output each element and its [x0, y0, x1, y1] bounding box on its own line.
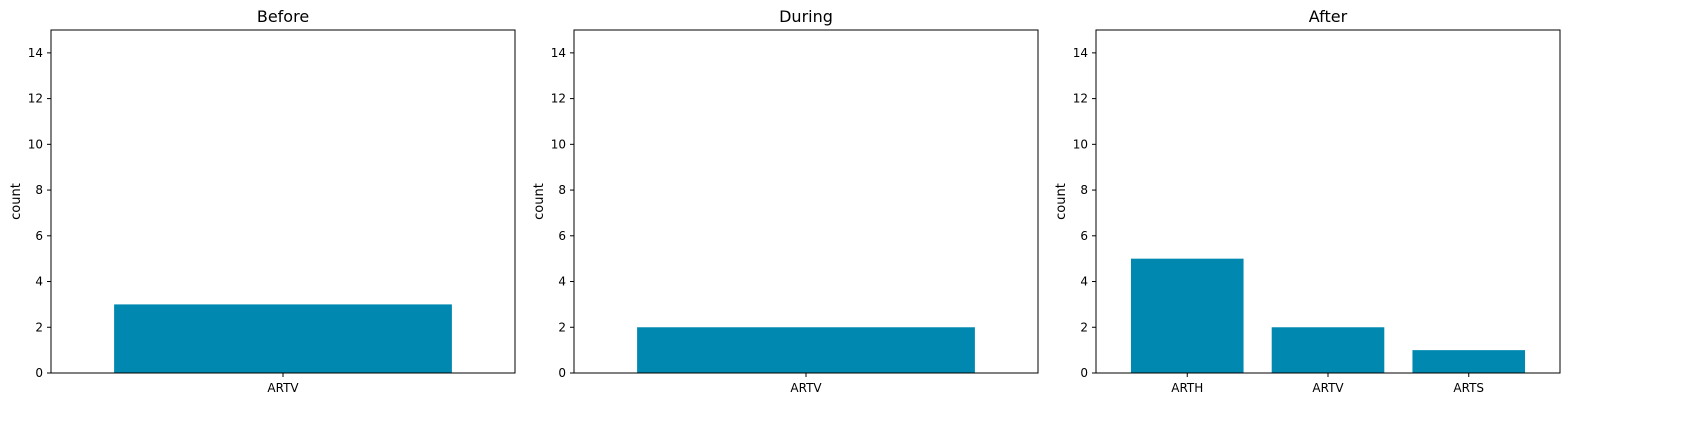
y-tick-label: 12 [28, 92, 43, 106]
y-axis-label: count [9, 183, 24, 220]
y-tick-label: 2 [1080, 320, 1088, 334]
x-tick-label: ARTH [1171, 381, 1203, 395]
bars [114, 304, 452, 373]
bar-artv [114, 304, 452, 373]
x-tick-label: ARTV [1312, 381, 1344, 395]
bars [1130, 258, 1526, 373]
y-tick-label: 4 [35, 275, 43, 289]
y-tick-label: 12 [551, 92, 566, 106]
y-tick-label: 6 [35, 229, 43, 243]
subplot-after: After count 0 2 4 6 8 10 12 14 ARTH ARTV ARTS [1054, 7, 1561, 395]
y-ticks: 0 2 4 6 8 10 12 14 [1073, 46, 1096, 380]
y-ticks: 0 2 4 6 8 10 12 14 [551, 46, 574, 380]
bar-artv [1271, 327, 1385, 373]
x-ticks: ARTV [267, 373, 299, 395]
subplot-title: During [779, 7, 833, 26]
bar-arth [1130, 258, 1244, 373]
y-tick-label: 12 [1073, 92, 1088, 106]
axes-frame [1095, 29, 1561, 374]
y-tick-label: 0 [558, 366, 566, 380]
y-tick-label: 0 [1080, 366, 1088, 380]
y-tick-label: 10 [551, 137, 566, 151]
y-tick-label: 10 [1073, 137, 1088, 151]
y-tick-label: 4 [558, 275, 566, 289]
y-tick-label: 2 [558, 320, 566, 334]
x-tick-label: ARTV [267, 381, 299, 395]
x-tick-label: ARTV [790, 381, 822, 395]
y-tick-label: 4 [1080, 275, 1088, 289]
y-tick-label: 14 [1073, 46, 1088, 60]
subplot-during: During count 0 2 4 6 8 10 12 14 ARTV [532, 7, 1039, 395]
y-tick-label: 8 [558, 183, 566, 197]
bar-artv [637, 327, 975, 373]
y-axis-label: count [532, 183, 547, 220]
y-tick-label: 0 [35, 366, 43, 380]
y-tick-label: 10 [28, 137, 43, 151]
axes-frame [50, 29, 516, 374]
subplot-before: Before count 0 2 4 6 8 10 12 14 ARTV [9, 7, 516, 395]
y-axis-label: count [1054, 183, 1069, 220]
bar-arts [1412, 350, 1526, 373]
y-tick-label: 14 [28, 46, 43, 60]
x-ticks: ARTH ARTV ARTS [1171, 373, 1484, 395]
x-tick-label: ARTS [1453, 381, 1484, 395]
y-tick-label: 6 [1080, 229, 1088, 243]
axes-frame [573, 29, 1039, 374]
y-tick-label: 8 [1080, 183, 1088, 197]
subplot-title: After [1309, 7, 1348, 26]
y-tick-label: 8 [35, 183, 43, 197]
bars [637, 327, 975, 373]
y-ticks: 0 2 4 6 8 10 12 14 [28, 46, 51, 380]
y-tick-label: 2 [35, 320, 43, 334]
y-tick-label: 6 [558, 229, 566, 243]
y-tick-label: 14 [551, 46, 566, 60]
subplot-title: Before [257, 7, 309, 26]
x-ticks: ARTV [790, 373, 822, 395]
